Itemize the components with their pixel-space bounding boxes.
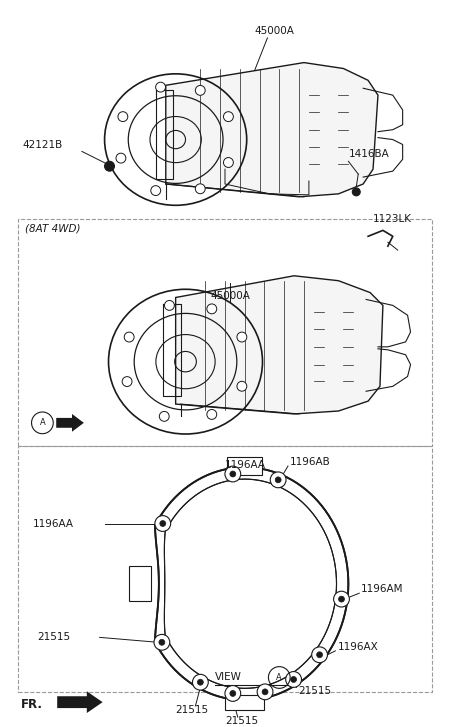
Circle shape (122, 377, 132, 387)
Circle shape (317, 652, 322, 658)
Text: 21515: 21515 (37, 632, 70, 643)
Circle shape (237, 332, 247, 342)
Circle shape (151, 185, 161, 196)
Text: 21515: 21515 (176, 705, 209, 715)
Polygon shape (225, 695, 264, 710)
Polygon shape (56, 414, 84, 432)
Polygon shape (227, 457, 263, 475)
Text: A: A (277, 673, 282, 682)
Circle shape (198, 679, 203, 685)
Circle shape (312, 647, 327, 663)
Text: FR.: FR. (21, 698, 43, 710)
Text: 45000A: 45000A (210, 291, 250, 300)
Polygon shape (129, 566, 151, 601)
Polygon shape (176, 276, 383, 414)
Circle shape (224, 112, 233, 121)
Circle shape (155, 515, 171, 531)
Circle shape (154, 635, 170, 650)
Circle shape (159, 411, 169, 422)
Circle shape (159, 639, 165, 646)
Circle shape (207, 304, 217, 314)
Circle shape (207, 409, 217, 419)
Text: 1196AA: 1196AA (225, 460, 266, 470)
Text: A: A (40, 418, 45, 427)
Polygon shape (166, 63, 378, 197)
Circle shape (195, 184, 205, 193)
Circle shape (118, 112, 128, 121)
Circle shape (160, 521, 166, 526)
Circle shape (230, 691, 236, 696)
Text: 1196AX: 1196AX (337, 642, 378, 652)
Circle shape (224, 158, 233, 167)
Circle shape (230, 471, 236, 477)
Circle shape (193, 675, 208, 690)
Polygon shape (155, 467, 348, 700)
Circle shape (339, 596, 344, 602)
Circle shape (286, 672, 301, 687)
Circle shape (291, 677, 296, 683)
Circle shape (116, 153, 126, 163)
Circle shape (334, 591, 349, 607)
Text: 1196AM: 1196AM (361, 585, 404, 594)
Circle shape (124, 332, 134, 342)
Text: (8AT 4WD): (8AT 4WD) (25, 223, 80, 233)
Circle shape (195, 86, 205, 95)
Circle shape (275, 477, 281, 483)
Circle shape (164, 300, 174, 310)
Circle shape (225, 686, 241, 702)
Text: 21515: 21515 (225, 716, 258, 726)
Circle shape (225, 466, 241, 482)
Text: 1123LK: 1123LK (373, 214, 412, 223)
Text: 1196AA: 1196AA (32, 518, 74, 529)
Text: 1416BA: 1416BA (348, 149, 389, 159)
Bar (18, 446, 432, 692)
Circle shape (262, 689, 268, 695)
Circle shape (237, 382, 247, 391)
Text: 42121B: 42121B (22, 140, 63, 150)
Circle shape (352, 188, 360, 196)
Circle shape (257, 684, 273, 700)
Polygon shape (57, 691, 103, 713)
Text: VIEW: VIEW (215, 672, 242, 683)
Text: 21515: 21515 (299, 686, 332, 696)
Text: 1196AB: 1196AB (290, 457, 331, 467)
Bar (18, 219, 432, 446)
Text: 45000A: 45000A (255, 26, 295, 36)
Circle shape (105, 161, 114, 171)
Circle shape (156, 82, 166, 92)
Circle shape (270, 472, 286, 488)
